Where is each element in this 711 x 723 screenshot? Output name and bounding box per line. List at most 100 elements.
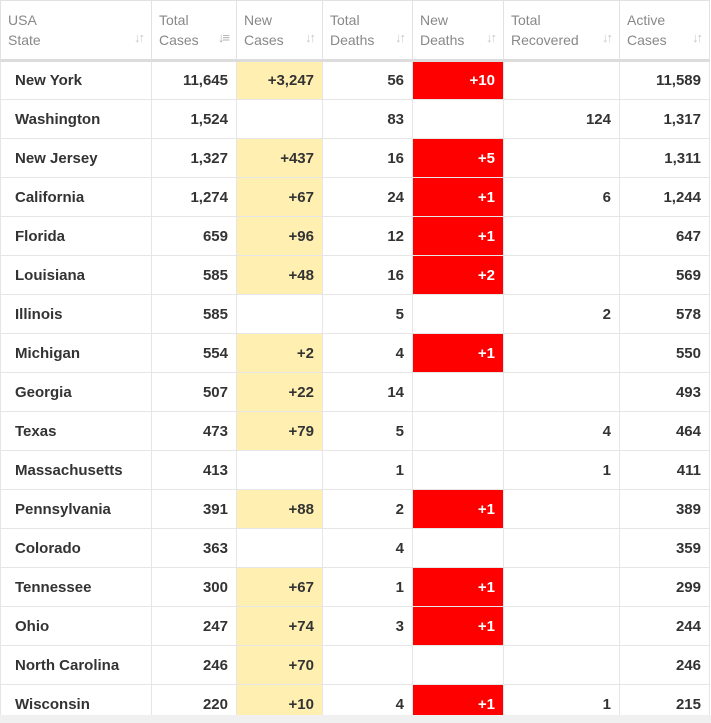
new-cases-cell: +2	[236, 333, 323, 373]
new-cases-cell: +70	[236, 645, 323, 685]
total-recovered-cell	[503, 138, 620, 178]
column-header-label-line1: Active	[627, 12, 666, 28]
column-header-label-line2: Deaths	[330, 32, 375, 48]
table-row: California 1,274 +67 24 +1 6 1,244	[0, 177, 710, 217]
horizontal-scrollbar[interactable]	[0, 715, 711, 723]
active-cases-cell: 578	[619, 294, 710, 334]
active-cases-cell: 550	[619, 333, 710, 373]
column-header-active-cases[interactable]: Active Cases ↓↑	[619, 0, 710, 62]
total-recovered-cell: 4	[503, 411, 620, 451]
sort-arrows-icon[interactable]: ↓↑	[134, 30, 145, 45]
state-cell[interactable]: Massachusetts	[0, 450, 152, 490]
table-row: New York 11,645 +3,247 56 +10 11,589	[0, 60, 710, 100]
column-header-new-deaths[interactable]: New Deaths ↓↑	[412, 0, 504, 62]
active-cases-cell: 11,589	[619, 60, 710, 100]
sort-arrows-icon[interactable]: ↓↑	[692, 30, 703, 45]
column-header-total-recovered[interactable]: Total Recovered ↓↑	[503, 0, 620, 62]
total-deaths-cell: 4	[322, 333, 413, 373]
table-row: Michigan 554 +2 4 +1 550	[0, 333, 710, 373]
total-recovered-cell	[503, 333, 620, 373]
total-deaths-cell: 83	[322, 99, 413, 139]
total-deaths-cell: 1	[322, 450, 413, 490]
new-deaths-cell: +2	[412, 255, 504, 295]
active-cases-cell: 569	[619, 255, 710, 295]
sort-arrows-icon[interactable]: ↓↑	[486, 30, 497, 45]
total-deaths-cell: 14	[322, 372, 413, 412]
active-cases-cell: 1,317	[619, 99, 710, 139]
sort-arrows-icon[interactable]: ↓↑	[305, 30, 316, 45]
column-header-label-line1: New	[244, 12, 273, 28]
table-row: Texas 473 +79 5 4 464	[0, 411, 710, 451]
state-cell[interactable]: Ohio	[0, 606, 152, 646]
state-cell[interactable]: Louisiana	[0, 255, 152, 295]
new-cases-cell: +74	[236, 606, 323, 646]
total-recovered-cell	[503, 606, 620, 646]
total-cases-cell: 246	[151, 645, 237, 685]
table-row: Florida 659 +96 12 +1 647	[0, 216, 710, 256]
state-cell[interactable]: North Carolina	[0, 645, 152, 685]
state-cell[interactable]: California	[0, 177, 152, 217]
active-cases-cell: 647	[619, 216, 710, 256]
total-cases-cell: 1,327	[151, 138, 237, 178]
new-deaths-cell	[412, 372, 504, 412]
column-header-label-line1: New	[420, 12, 449, 28]
state-cell[interactable]: New York	[0, 60, 152, 100]
new-deaths-cell	[412, 294, 504, 334]
total-cases-cell: 554	[151, 333, 237, 373]
state-cell[interactable]: Colorado	[0, 528, 152, 568]
table-header: USA State ↓↑ Total Cases ↓≡ New Cases ↓↑ Total Dea…	[0, 0, 710, 62]
column-header-label-line2: Cases	[244, 32, 284, 48]
new-cases-cell: +79	[236, 411, 323, 451]
new-deaths-cell	[412, 411, 504, 451]
total-deaths-cell: 5	[322, 294, 413, 334]
state-cell[interactable]: Georgia	[0, 372, 152, 412]
sort-arrows-icon[interactable]: ↓↑	[602, 30, 613, 45]
new-cases-cell	[236, 528, 323, 568]
total-cases-cell: 300	[151, 567, 237, 607]
total-deaths-cell: 1	[322, 567, 413, 607]
new-deaths-cell: +1	[412, 606, 504, 646]
new-deaths-cell	[412, 99, 504, 139]
column-header-state[interactable]: USA State ↓↑	[0, 0, 152, 62]
new-cases-cell	[236, 450, 323, 490]
total-recovered-cell: 2	[503, 294, 620, 334]
column-header-label-line2: Deaths	[420, 32, 465, 48]
column-header-new-cases[interactable]: New Cases ↓↑	[236, 0, 323, 62]
total-cases-cell: 247	[151, 606, 237, 646]
state-cell[interactable]: New Jersey	[0, 138, 152, 178]
sort-descending-icon[interactable]: ↓≡	[217, 30, 230, 45]
new-deaths-cell: +1	[412, 216, 504, 256]
column-header-total-cases[interactable]: Total Cases ↓≡	[151, 0, 237, 62]
table-row: Tennessee 300 +67 1 +1 299	[0, 567, 710, 607]
active-cases-cell: 493	[619, 372, 710, 412]
table-body: New York 11,645 +3,247 56 +10 11,589 Washingto…	[0, 60, 710, 723]
total-cases-cell: 1,524	[151, 99, 237, 139]
state-cell[interactable]: Tennessee	[0, 567, 152, 607]
total-recovered-cell: 6	[503, 177, 620, 217]
sort-arrows-icon[interactable]: ↓↑	[395, 30, 406, 45]
new-cases-cell	[236, 99, 323, 139]
state-cell[interactable]: Pennsylvania	[0, 489, 152, 529]
new-cases-cell: +88	[236, 489, 323, 529]
total-cases-cell: 413	[151, 450, 237, 490]
active-cases-cell: 299	[619, 567, 710, 607]
new-cases-cell: +3,247	[236, 60, 323, 100]
total-deaths-cell: 5	[322, 411, 413, 451]
new-cases-cell: +67	[236, 177, 323, 217]
state-cell[interactable]: Michigan	[0, 333, 152, 373]
state-cell[interactable]: Florida	[0, 216, 152, 256]
state-cell[interactable]: Texas	[0, 411, 152, 451]
column-header-total-deaths[interactable]: Total Deaths ↓↑	[322, 0, 413, 62]
table-row: Illinois 585 5 2 578	[0, 294, 710, 334]
table-row: Louisiana 585 +48 16 +2 569	[0, 255, 710, 295]
new-cases-cell: +96	[236, 216, 323, 256]
column-header-label-line1: USA	[8, 12, 37, 28]
total-deaths-cell: 24	[322, 177, 413, 217]
total-recovered-cell	[503, 255, 620, 295]
state-cell[interactable]: Washington	[0, 99, 152, 139]
state-cell[interactable]: Illinois	[0, 294, 152, 334]
active-cases-cell: 464	[619, 411, 710, 451]
new-deaths-cell	[412, 528, 504, 568]
total-deaths-cell: 3	[322, 606, 413, 646]
